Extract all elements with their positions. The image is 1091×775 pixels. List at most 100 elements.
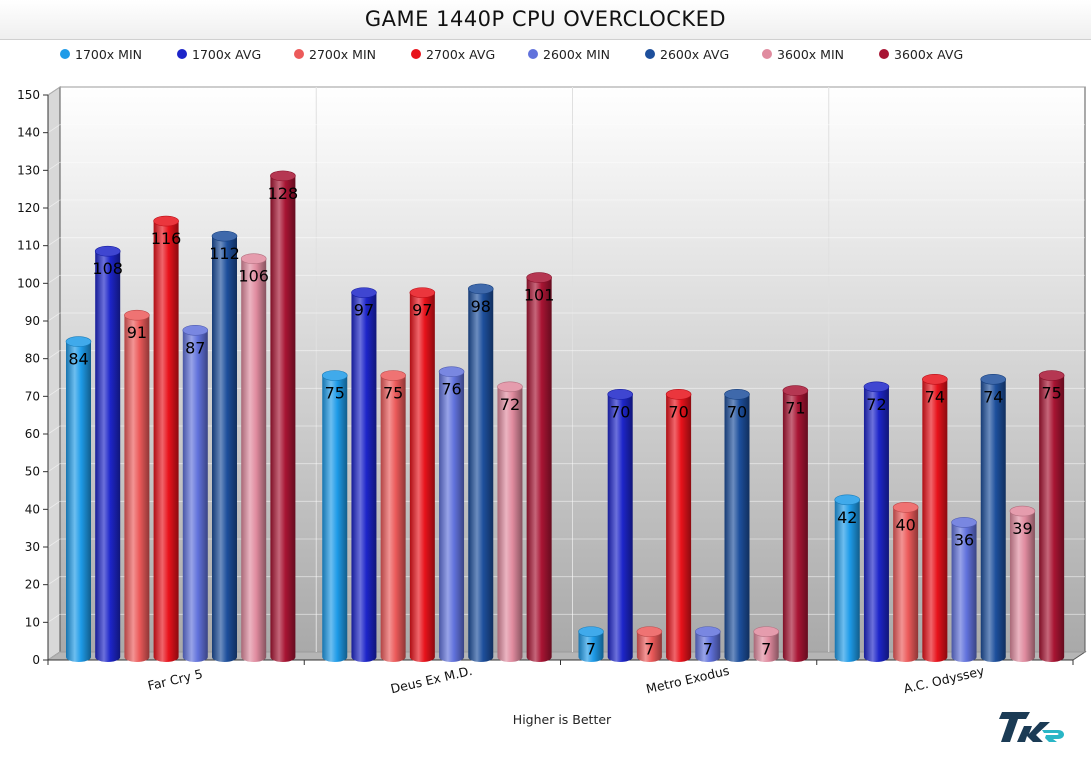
bar <box>211 230 238 663</box>
y-tick-label: 40 <box>25 502 40 516</box>
bar <box>153 215 179 663</box>
data-label: 7 <box>586 640 596 659</box>
bar-body <box>439 371 465 663</box>
bar-body <box>724 394 750 663</box>
data-label: 84 <box>68 350 88 369</box>
data-label: 106 <box>238 267 269 286</box>
data-label: 71 <box>785 399 805 418</box>
gridline <box>47 274 1085 284</box>
bar <box>724 389 750 663</box>
legend-label: 3600x MIN <box>777 46 845 62</box>
bar-top <box>240 253 267 265</box>
legend-label: 3600x AVG <box>894 46 964 62</box>
gridline <box>47 124 1085 133</box>
x-tick-label: Far Cry 5 <box>146 666 204 693</box>
y-tick-label: 30 <box>25 540 40 554</box>
bar-body <box>526 277 552 663</box>
bar-body <box>66 341 91 663</box>
bar-top <box>665 389 692 400</box>
bar-top <box>124 309 150 321</box>
chart-title: GAME 1440P CPU OVERCLOCKED <box>364 7 727 31</box>
bar-body <box>834 499 860 663</box>
data-label: 40 <box>895 515 915 534</box>
bar-top <box>497 381 523 393</box>
bar-top <box>65 336 92 347</box>
bar <box>321 370 348 663</box>
bar-top <box>351 287 377 298</box>
data-label: 39 <box>1012 519 1032 538</box>
y-tick-label: 20 <box>25 578 40 592</box>
legend-label: 2700x MIN <box>309 46 377 62</box>
bar-top <box>694 626 721 637</box>
y-tick-label: 150 <box>17 88 40 102</box>
legend-item: 2700x MIN <box>294 44 411 64</box>
data-label: 87 <box>185 338 205 357</box>
gridline <box>47 312 1085 322</box>
bar <box>922 373 948 663</box>
title-bar: GAME 1440P CPU OVERCLOCKED <box>0 0 1091 40</box>
bar-body <box>1039 375 1065 663</box>
bar <box>270 170 296 662</box>
bar <box>409 287 436 663</box>
bar <box>526 272 552 663</box>
bar <box>636 626 663 663</box>
x-axis-title: Higher is Better <box>512 712 612 727</box>
data-label: 97 <box>354 301 374 320</box>
legend-swatch <box>411 49 421 59</box>
legend-swatch <box>177 49 187 59</box>
bar <box>665 389 692 663</box>
gridline <box>47 237 1085 246</box>
legend-label: 2700x AVG <box>426 46 496 62</box>
y-tick-label: 140 <box>17 126 40 140</box>
bar-body <box>782 390 808 663</box>
bar <box>834 494 861 663</box>
legend-swatch <box>762 49 772 59</box>
bar-top <box>270 170 296 182</box>
bar-body <box>695 631 721 663</box>
bar <box>380 370 406 663</box>
bar-top <box>526 272 552 283</box>
data-label: 42 <box>837 508 857 527</box>
bar <box>65 336 92 663</box>
data-label: 108 <box>92 259 123 278</box>
data-label: 7 <box>703 640 713 659</box>
bar <box>94 245 121 662</box>
legend-swatch <box>528 49 538 59</box>
legend: 1700x MIN 1700x AVG 2700x MIN 2700x AVG 2600… <box>60 44 996 64</box>
legend-swatch <box>645 49 655 59</box>
bar-body <box>124 315 150 663</box>
x-tick-label: A.C. Odyssey <box>902 663 986 696</box>
legend-swatch <box>294 49 304 59</box>
bar-top <box>782 385 809 396</box>
bar-top <box>94 245 121 257</box>
y-tick-label: 130 <box>17 163 40 177</box>
y-tick-label: 60 <box>25 427 40 441</box>
bar <box>497 381 523 663</box>
bar <box>240 253 267 662</box>
data-label: 128 <box>268 184 299 203</box>
data-label: 72 <box>500 395 520 414</box>
bar-body <box>497 386 523 663</box>
bar-body <box>1009 511 1035 663</box>
bar-body <box>270 175 296 662</box>
bar-body <box>468 288 494 663</box>
bar <box>438 366 465 663</box>
bar-body <box>351 292 377 663</box>
bar-top <box>724 389 750 400</box>
legend-label: 2600x MIN <box>543 46 611 62</box>
bar <box>182 324 209 663</box>
legend-label: 2600x AVG <box>660 46 730 62</box>
legend-item: 3600x MIN <box>762 44 879 64</box>
bar <box>351 287 377 663</box>
data-label: 76 <box>441 380 461 399</box>
bar-body <box>951 522 977 663</box>
data-label: 70 <box>610 402 630 421</box>
y-tick-label: 50 <box>25 465 40 479</box>
bar <box>892 502 919 663</box>
y-tick-label: 90 <box>25 314 40 328</box>
bar-top <box>438 366 465 378</box>
y-tick-label: 70 <box>25 389 40 403</box>
legend-swatch <box>60 49 70 59</box>
bar-body <box>666 394 692 663</box>
